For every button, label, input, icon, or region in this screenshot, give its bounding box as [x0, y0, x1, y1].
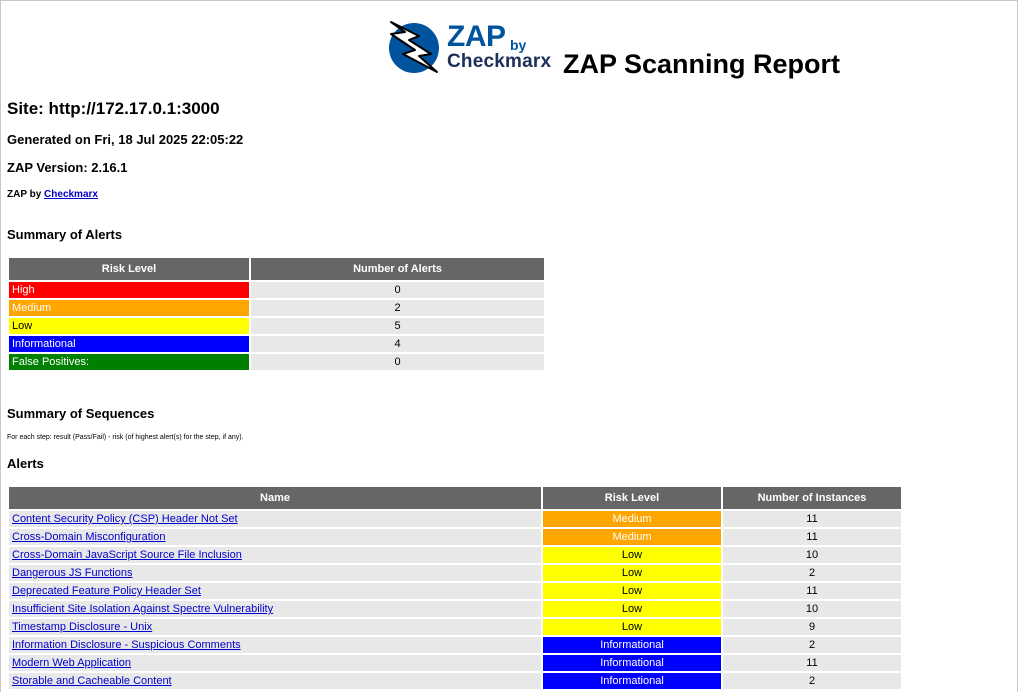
- alert-row: Content Security Policy (CSP) Header Not…: [9, 511, 901, 527]
- alert-link[interactable]: Cross-Domain JavaScript Source File Incl…: [12, 549, 242, 561]
- alert-row: Storable and Cacheable Content Informatio…: [9, 673, 901, 689]
- alert-count-cell: 5: [251, 318, 544, 334]
- risk-level-cell: False Positives:: [9, 354, 249, 370]
- alert-risk-cell: Informational: [543, 673, 721, 689]
- risk-level-cell: Informational: [9, 336, 249, 352]
- byline-prefix: ZAP by: [7, 189, 45, 200]
- alert-link[interactable]: Dangerous JS Functions: [12, 567, 133, 579]
- summary-row: High 0: [9, 282, 544, 298]
- summary-alerts-heading: Summary of Alerts: [7, 227, 123, 242]
- site-heading: Site: http://172.17.0.1:3000: [7, 99, 220, 118]
- alert-name-cell: Modern Web Application: [9, 655, 541, 671]
- alert-risk-cell: Low: [543, 547, 721, 563]
- alert-risk-cell: Informational: [543, 655, 721, 671]
- alert-link[interactable]: Insufficient Site Isolation Against Spec…: [12, 603, 274, 615]
- alert-link[interactable]: Cross-Domain Misconfiguration: [12, 531, 166, 543]
- alert-row: Insufficient Site Isolation Against Spec…: [9, 601, 901, 617]
- summary-row: Informational 4: [9, 336, 544, 352]
- alert-instances-cell: 11: [723, 655, 901, 671]
- alert-name-cell: Deprecated Feature Policy Header Set: [9, 583, 541, 599]
- summary-sequences-heading: Summary of Sequences: [7, 406, 155, 421]
- alert-risk-cell: Low: [543, 619, 721, 635]
- report-title: ZAP Scanning Report: [563, 49, 841, 79]
- sequences-note: For each step: result (Pass/Fail) - risk…: [7, 434, 244, 441]
- alert-count-cell: 0: [251, 354, 544, 370]
- alert-name-cell: Information Disclosure - Suspicious Comm…: [9, 637, 541, 653]
- alert-name-cell: Cross-Domain JavaScript Source File Incl…: [9, 547, 541, 563]
- alert-row: Dangerous JS Functions Low 2: [9, 565, 901, 581]
- brand-zap-text: ZAP: [447, 20, 506, 53]
- zap-lightning-logo-icon: [389, 21, 439, 73]
- summary-header-row: Risk Level Number of Alerts: [9, 258, 544, 280]
- alert-link[interactable]: Information Disclosure - Suspicious Comm…: [12, 639, 241, 651]
- col-risk-level: Risk Level: [9, 258, 249, 280]
- alert-risk-cell: Informational: [543, 637, 721, 653]
- alert-row: Cross-Domain JavaScript Source File Incl…: [9, 547, 901, 563]
- alert-risk-cell: Low: [543, 565, 721, 581]
- summary-row: Medium 2: [9, 300, 544, 316]
- alert-link[interactable]: Modern Web Application: [12, 657, 132, 669]
- col-name: Name: [9, 487, 541, 509]
- summary-alerts-table: Risk Level Number of Alerts High 0 Medium 2…: [7, 256, 546, 372]
- col-risk-level: Risk Level: [543, 487, 721, 509]
- alert-risk-cell: Low: [543, 601, 721, 617]
- alert-instances-cell: 2: [723, 565, 901, 581]
- risk-level-cell: Medium: [9, 300, 249, 316]
- alerts-heading: Alerts: [7, 456, 44, 471]
- alert-row: Deprecated Feature Policy Header Set Low 1…: [9, 583, 901, 599]
- alert-instances-cell: 2: [723, 637, 901, 653]
- alert-link[interactable]: Deprecated Feature Policy Header Set: [12, 585, 201, 597]
- alert-name-cell: Timestamp Disclosure - Unix: [9, 619, 541, 635]
- alert-row: Information Disclosure - Suspicious Comm…: [9, 637, 901, 653]
- alerts-table: Name Risk Level Number of Instances Cont…: [7, 485, 903, 691]
- generated-date: Generated on Fri, 18 Jul 2025 22:05:22: [7, 132, 244, 147]
- col-number-of-instances: Number of Instances: [723, 487, 901, 509]
- alert-name-cell: Insufficient Site Isolation Against Spec…: [9, 601, 541, 617]
- risk-level-cell: High: [9, 282, 249, 298]
- alert-count-cell: 0: [251, 282, 544, 298]
- alert-instances-cell: 2: [723, 673, 901, 689]
- alert-name-cell: Cross-Domain Misconfiguration: [9, 529, 541, 545]
- alert-link[interactable]: Timestamp Disclosure - Unix: [12, 621, 153, 633]
- alert-instances-cell: 9: [723, 619, 901, 635]
- alert-name-cell: Content Security Policy (CSP) Header Not…: [9, 511, 541, 527]
- alerts-header-row: Name Risk Level Number of Instances: [9, 487, 901, 509]
- alert-instances-cell: 11: [723, 583, 901, 599]
- alert-row: Timestamp Disclosure - Unix Low 9: [9, 619, 901, 635]
- summary-row: Low 5: [9, 318, 544, 334]
- alert-link[interactable]: Storable and Cacheable Content: [12, 675, 172, 687]
- brand-checkmarx-text: Checkmarx: [447, 51, 552, 72]
- alert-instances-cell: 11: [723, 511, 901, 527]
- alert-name-cell: Dangerous JS Functions: [9, 565, 541, 581]
- risk-level-cell: Low: [9, 318, 249, 334]
- alert-risk-cell: Medium: [543, 529, 721, 545]
- alert-link[interactable]: Content Security Policy (CSP) Header Not…: [12, 513, 238, 525]
- alert-count-cell: 2: [251, 300, 544, 316]
- alert-risk-cell: Medium: [543, 511, 721, 527]
- alert-row: Modern Web Application Informational 11: [9, 655, 901, 671]
- alert-name-cell: Storable and Cacheable Content: [9, 673, 541, 689]
- summary-row: False Positives: 0: [9, 354, 544, 370]
- alert-row: Cross-Domain Misconfiguration Medium 11: [9, 529, 901, 545]
- brand-by-text: by: [510, 37, 527, 53]
- zap-version: ZAP Version: 2.16.1: [7, 160, 128, 175]
- alert-instances-cell: 11: [723, 529, 901, 545]
- alert-instances-cell: 10: [723, 601, 901, 617]
- byline: ZAP by Checkmarx: [7, 189, 98, 200]
- alert-count-cell: 4: [251, 336, 544, 352]
- col-number-of-alerts: Number of Alerts: [251, 258, 544, 280]
- alert-risk-cell: Low: [543, 583, 721, 599]
- checkmarx-link[interactable]: Checkmarx: [44, 189, 98, 200]
- alert-instances-cell: 10: [723, 547, 901, 563]
